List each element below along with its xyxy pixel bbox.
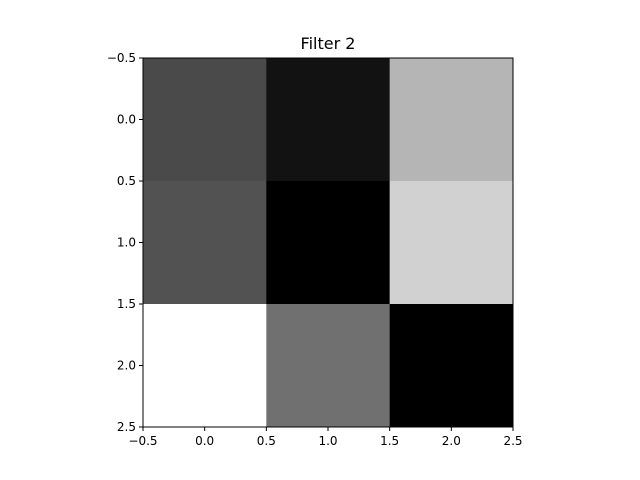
heatmap-cell [266,58,391,182]
x-tick-label: 0.0 [195,434,214,448]
x-tick-label: 2.0 [442,434,461,448]
heatmap-cell [389,58,514,182]
heatmap-cell [266,181,391,305]
x-axis: −0.5 0.0 0.5 1.0 1.5 2.0 2.5 [128,427,523,448]
heatmap-cell [389,181,514,305]
x-tick-label: −0.5 [128,434,157,448]
x-tick-label: 1.0 [318,434,337,448]
heatmap-cell [143,181,267,305]
heatmap-cell [143,304,267,428]
y-tick-label: 2.0 [117,359,136,373]
y-axis: −0.5 0.0 0.5 1.0 1.5 2.0 2.5 [107,51,143,434]
y-tick-label: 2.5 [117,420,136,434]
y-tick-label: 0.5 [117,174,136,188]
y-tick-label: −0.5 [107,51,136,65]
x-tick-label: 0.5 [257,434,276,448]
y-tick-label: 1.5 [117,297,136,311]
x-tick-label: 2.5 [503,434,522,448]
heatmap-cell [389,304,514,428]
y-tick-label: 0.0 [117,113,136,127]
heatmap-cell [143,58,267,182]
heatmap-cells [143,58,514,428]
y-tick-label: 1.0 [117,236,136,250]
heatmap-cell [266,304,391,428]
chart-title: Filter 2 [301,34,356,53]
x-tick-label: 1.5 [380,434,399,448]
